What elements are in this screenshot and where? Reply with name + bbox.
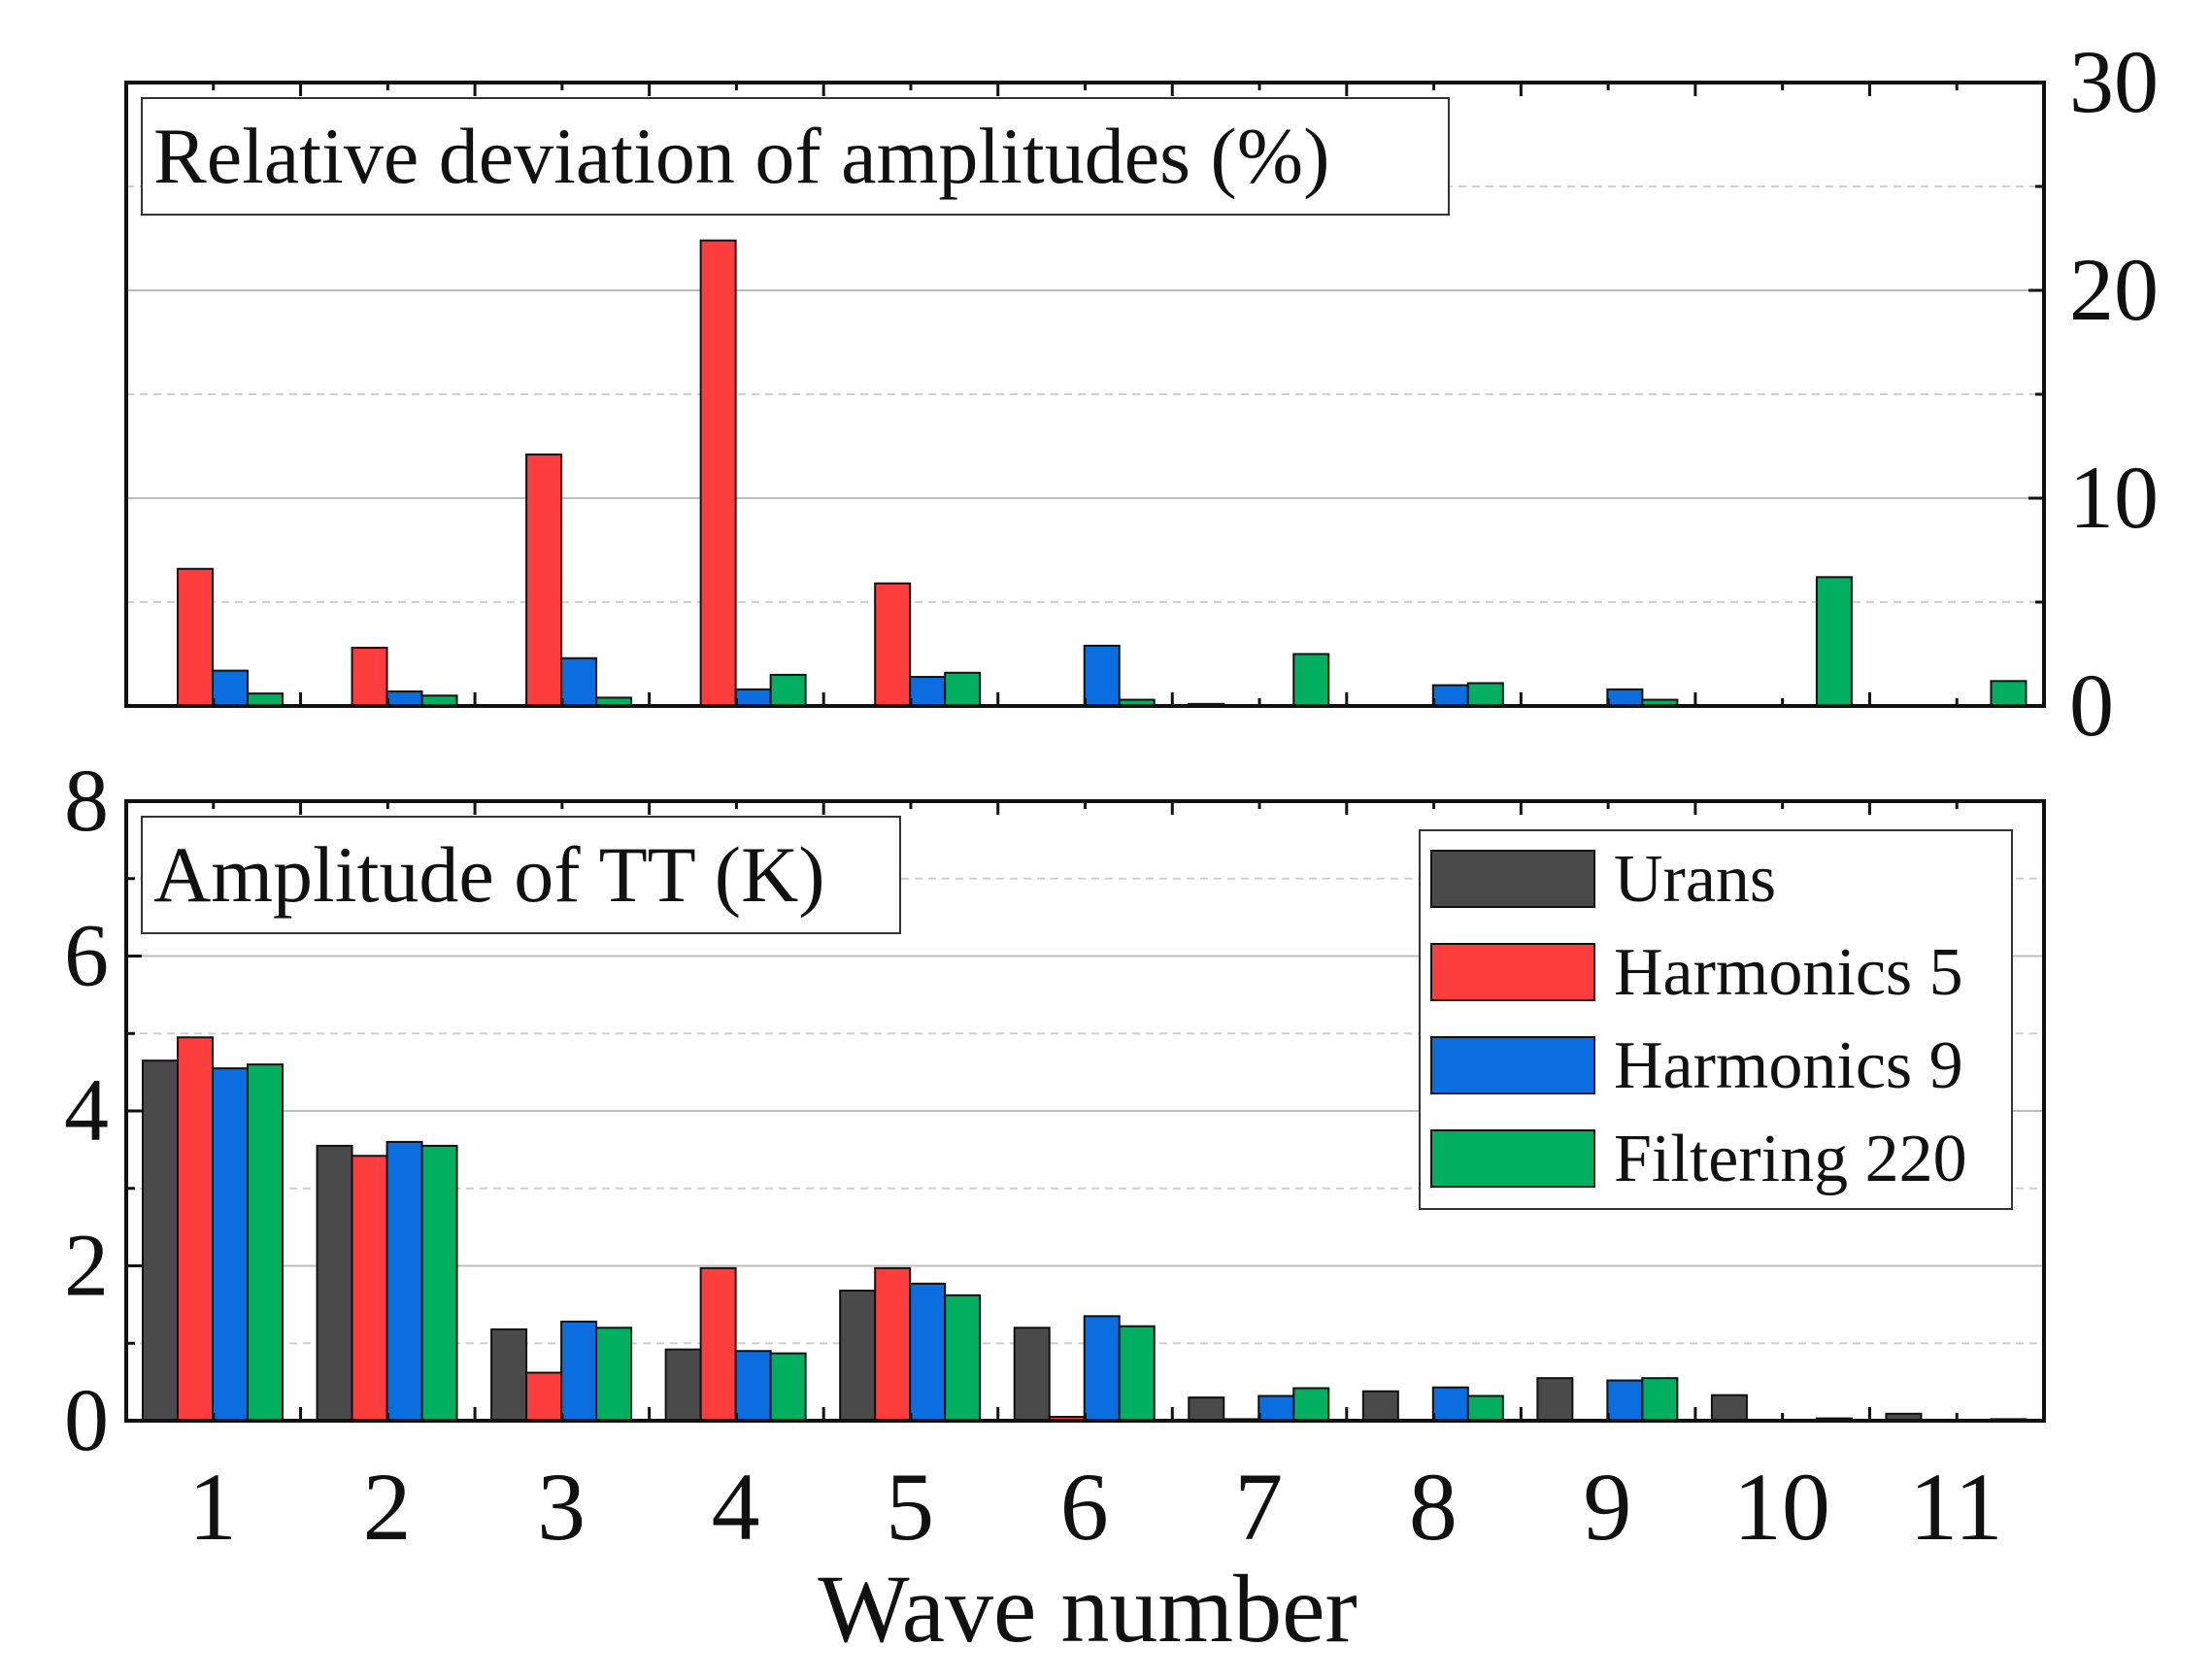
bottom-bar-urans-wave-5 <box>839 1290 877 1423</box>
bottom-y-tick-label: 0 <box>64 1370 109 1469</box>
bottom-bar-filtering-220-wave-2 <box>420 1144 458 1422</box>
bottom-y-tick-labels: 0 2 4 6 8 <box>64 751 109 1469</box>
top-bar-harmonics-9-wave-4 <box>734 688 772 708</box>
top-bar-harmonics-5-wave-5 <box>874 582 912 707</box>
x-tick-labels: 1 2 3 4 5 6 7 8 9 10 11 <box>188 1453 2003 1561</box>
bottom-bar-harmonics-9-wave-7 <box>1257 1394 1295 1422</box>
bottom-panel-title: Amplitude of TT (K) <box>153 830 825 919</box>
top-bar-harmonics-5-wave-3 <box>525 454 563 707</box>
bottom-bar-filtering-220-wave-8 <box>1466 1394 1504 1422</box>
top-bar-harmonics-9-wave-5 <box>909 676 947 707</box>
top-y-tick-labels: 0 10 20 30 <box>2069 32 2159 755</box>
bottom-bar-filtering-220-wave-1 <box>247 1063 284 1423</box>
legend: Urans Harmonics 5 Harmonics 9 Filtering 220 <box>1419 829 2013 1210</box>
bottom-bar-filtering-220-wave-4 <box>769 1352 807 1423</box>
x-tick-label-4: 4 <box>712 1453 760 1561</box>
bottom-bar-harmonics-9-wave-1 <box>212 1067 249 1422</box>
top-gridlines <box>126 185 2044 603</box>
top-title-box: Relative deviation of amplitudes (%) <box>141 97 1450 216</box>
x-axis-label: Wave number <box>818 1555 1357 1663</box>
top-tick-marks <box>124 81 2046 708</box>
bottom-bar-filtering-220-wave-6 <box>1118 1325 1156 1422</box>
bottom-tick-marks <box>124 799 2046 1423</box>
bottom-y-tick-label: 2 <box>64 1216 109 1315</box>
legend-label-filtering-220: Filtering 220 <box>1614 1122 1967 1196</box>
top-y-tick-label: 30 <box>2069 32 2159 131</box>
bottom-bar-filtering-220-wave-5 <box>944 1294 982 1423</box>
bottom-bar-urans-wave-4 <box>664 1348 702 1423</box>
bottom-bar-harmonics-5-wave-5 <box>874 1266 912 1422</box>
top-bar-harmonics-9-wave-3 <box>560 656 598 708</box>
legend-swatch-harmonics-5 <box>1430 943 1595 1001</box>
x-tick-label-2: 2 <box>363 1453 412 1561</box>
top-bars <box>177 239 2028 708</box>
top-y-tick-label: 10 <box>2069 448 2159 547</box>
bottom-bar-harmonics-9-wave-9 <box>1606 1379 1644 1423</box>
top-bar-harmonics-9-wave-8 <box>1431 684 1469 707</box>
top-bar-harmonics-5-wave-2 <box>351 647 388 708</box>
bottom-bar-urans-wave-7 <box>1188 1396 1225 1422</box>
top-bar-harmonics-5-wave-4 <box>699 239 737 707</box>
top-panel: 0 10 20 30 Relative deviation of amplitudes… <box>124 32 2159 755</box>
bottom-bar-filtering-220-wave-7 <box>1292 1387 1330 1423</box>
top-panel-title: Relative deviation of amplitudes (%) <box>153 112 1329 200</box>
top-bar-harmonics-9-wave-2 <box>385 690 423 708</box>
bottom-bar-harmonics-5-wave-2 <box>351 1155 388 1422</box>
legend-swatch-urans <box>1430 850 1595 908</box>
bottom-bar-harmonics-9-wave-8 <box>1431 1386 1469 1423</box>
bottom-title-box: Amplitude of TT (K) <box>141 816 901 934</box>
bottom-bar-urans-wave-8 <box>1361 1390 1399 1422</box>
x-tick-label-7: 7 <box>1234 1453 1283 1561</box>
legend-label-harmonics-9: Harmonics 9 <box>1614 1028 1963 1103</box>
top-y-tick-label: 0 <box>2069 655 2114 755</box>
x-tick-label-6: 6 <box>1060 1453 1109 1561</box>
top-bar-harmonics-9-wave-1 <box>212 669 249 707</box>
bottom-bar-harmonics-9-wave-3 <box>560 1320 598 1423</box>
top-bar-filtering-220-wave-11 <box>1990 680 2028 708</box>
top-bar-filtering-220-wave-7 <box>1292 653 1330 707</box>
bottom-bar-harmonics-9-wave-4 <box>734 1350 772 1422</box>
top-bar-filtering-220-wave-4 <box>769 673 807 708</box>
x-tick-label-5: 5 <box>886 1453 934 1561</box>
bottom-y-tick-label: 6 <box>64 906 109 1005</box>
top-y-tick-label: 20 <box>2069 240 2159 339</box>
x-tick-label-1: 1 <box>188 1453 237 1561</box>
top-bar-filtering-220-wave-8 <box>1466 682 1504 708</box>
legend-swatch-harmonics-9 <box>1430 1036 1595 1094</box>
top-bar-filtering-220-wave-10 <box>1815 576 1853 707</box>
bottom-y-tick-label: 4 <box>64 1060 109 1159</box>
top-bar-filtering-220-wave-5 <box>944 671 982 708</box>
bottom-bar-harmonics-5-wave-1 <box>177 1036 214 1423</box>
legend-label-urans: Urans <box>1614 842 1776 917</box>
legend-swatch-filtering-220 <box>1430 1129 1595 1188</box>
bottom-bar-filtering-220-wave-3 <box>595 1327 633 1423</box>
bottom-bar-harmonics-9-wave-2 <box>385 1140 423 1423</box>
bottom-bar-filtering-220-wave-9 <box>1641 1377 1679 1422</box>
bottom-bar-urans-wave-1 <box>142 1059 179 1422</box>
bottom-bar-harmonics-5-wave-3 <box>525 1371 563 1423</box>
bottom-bar-harmonics-5-wave-4 <box>699 1266 737 1422</box>
bottom-bars <box>142 1036 2028 1423</box>
bottom-bar-harmonics-9-wave-5 <box>909 1282 947 1423</box>
bottom-y-tick-label: 8 <box>64 751 109 850</box>
bottom-bar-urans-wave-9 <box>1536 1377 1574 1422</box>
bottom-bar-urans-wave-2 <box>316 1144 353 1422</box>
bottom-bar-urans-wave-3 <box>490 1327 528 1423</box>
legend-label-harmonics-5: Harmonics 5 <box>1614 935 1963 1010</box>
x-tick-label-8: 8 <box>1409 1453 1458 1561</box>
x-tick-label-10: 10 <box>1733 1453 1830 1561</box>
x-tick-label-3: 3 <box>537 1453 586 1561</box>
top-bar-harmonics-9-wave-6 <box>1083 644 1121 708</box>
top-bar-harmonics-9-wave-9 <box>1606 688 1644 708</box>
x-tick-label-9: 9 <box>1583 1453 1631 1561</box>
top-bar-harmonics-5-wave-1 <box>177 567 214 708</box>
bottom-bar-urans-wave-10 <box>1710 1394 1748 1422</box>
bottom-bar-harmonics-9-wave-6 <box>1083 1315 1121 1423</box>
bottom-bar-urans-wave-6 <box>1013 1327 1051 1423</box>
x-tick-label-11: 11 <box>1909 1453 2002 1561</box>
